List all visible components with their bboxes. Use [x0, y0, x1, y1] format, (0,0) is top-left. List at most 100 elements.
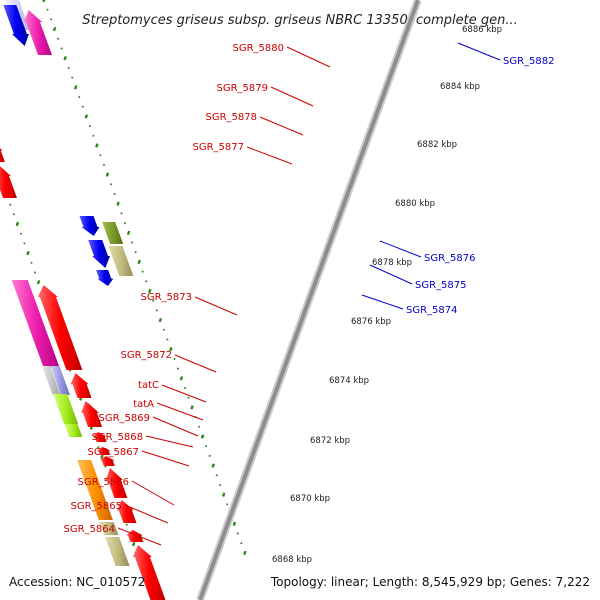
kbp-label: 6872 kbp: [310, 436, 350, 446]
cds-arrow[interactable]: [132, 545, 166, 600]
leader-line: [156, 402, 204, 421]
leader-line: [117, 527, 162, 546]
gene-label[interactable]: SGR_5865: [71, 501, 123, 512]
tick-mark: [243, 550, 247, 556]
leader-line: [246, 146, 293, 165]
cds-arrow[interactable]: [99, 456, 115, 466]
kbp-label: 6884 kbp: [440, 82, 480, 92]
gene-label[interactable]: SGR_5869: [99, 413, 151, 424]
tick-mark: [208, 454, 211, 458]
gene-feature[interactable]: [11, 280, 60, 367]
gene-feature[interactable]: [102, 222, 124, 244]
cds-arrow[interactable]: [96, 447, 111, 455]
leader-line: [379, 240, 422, 258]
tick-mark: [137, 259, 141, 265]
gene-label[interactable]: SGR_5873: [141, 292, 193, 303]
gene-label[interactable]: tatA: [133, 399, 154, 410]
leader-line: [141, 450, 190, 467]
tick-mark: [134, 251, 137, 254]
gene-feature[interactable]: [108, 246, 134, 276]
gene-feature[interactable]: [50, 366, 71, 395]
tick-mark: [221, 492, 226, 497]
tick-mark: [204, 445, 208, 448]
gene-label[interactable]: SGR_5876: [424, 253, 476, 264]
tick-mark: [33, 271, 37, 274]
cds-arrow[interactable]: [24, 10, 52, 55]
tick-mark: [84, 114, 89, 119]
tick-mark: [173, 357, 176, 361]
leader-line: [270, 86, 314, 107]
tick-mark: [179, 376, 184, 381]
cds-arrow[interactable]: [0, 164, 17, 198]
map-title: Streptomyces griseus subsp. griseus NBRC…: [82, 13, 517, 28]
tick-mark: [125, 523, 128, 526]
gene-label[interactable]: SGR_5882: [503, 56, 555, 67]
gene-label[interactable]: SGR_5878: [206, 112, 258, 123]
cds-arrow[interactable]: [37, 285, 83, 370]
gene-features: [0, 0, 166, 600]
gene-label[interactable]: SGR_5867: [88, 447, 140, 458]
gene-feature[interactable]: [53, 394, 79, 424]
tick-mark: [126, 230, 131, 236]
tick-mark: [109, 183, 113, 186]
cds-arrow[interactable]: [0, 141, 5, 162]
cds-arrow[interactable]: [70, 373, 92, 398]
right-gene-labels: SGR_5882 SGR_5876 SGR_5875 SGR_5874: [406, 56, 555, 316]
cds-arrow[interactable]: [92, 432, 107, 442]
leader-line: [369, 264, 413, 285]
tick-mark: [145, 280, 148, 283]
tick-mark: [162, 328, 165, 331]
gene-label[interactable]: SGR_5877: [193, 142, 245, 153]
leader-line: [152, 416, 199, 437]
gene-label[interactable]: tatC: [138, 380, 159, 391]
tick-mark: [36, 279, 41, 285]
tick-mark: [71, 76, 74, 79]
tick-mark: [92, 134, 95, 137]
tick-mark: [232, 521, 237, 527]
tick-mark: [12, 213, 16, 216]
tick-mark: [166, 338, 169, 341]
left-gene-labels: SGR_5880 SGR_5879 SGR_5878 SGR_5877 SGR_…: [64, 43, 285, 535]
tick-mark: [215, 474, 218, 477]
gene-label[interactable]: SGR_5868: [92, 432, 144, 443]
tick-mark: [116, 201, 120, 206]
tick-mark: [63, 55, 67, 61]
leader-line: [174, 354, 217, 373]
gene-label[interactable]: SGR_5879: [217, 83, 269, 94]
gene-feature[interactable]: [64, 424, 83, 437]
genome-backbone: [196, 0, 422, 600]
tick-mark: [67, 66, 70, 70]
kbp-ticks: 6886 kbp 6884 kbp 6882 kbp 6880 kbp 6878…: [272, 25, 502, 565]
cds-arrow[interactable]: [3, 5, 29, 46]
gene-label[interactable]: SGR_5874: [406, 305, 458, 316]
tick-mark: [42, 0, 46, 3]
leader-line: [124, 504, 169, 524]
cds-arrow[interactable]: [88, 240, 110, 268]
gene-feature[interactable]: [99, 522, 119, 535]
gene-feature[interactable]: [77, 460, 113, 520]
tick-mark: [130, 241, 134, 244]
tick-mark: [200, 434, 205, 439]
cds-arrow[interactable]: [79, 216, 100, 236]
tick-mark: [99, 154, 102, 157]
tick-mark: [219, 483, 222, 487]
tick-mark: [113, 192, 116, 196]
gene-label[interactable]: SGR_5872: [121, 350, 173, 361]
gene-label[interactable]: SGR_5875: [415, 280, 467, 291]
gene-label[interactable]: SGR_5864: [64, 524, 116, 535]
cds-arrow[interactable]: [81, 401, 103, 427]
gene-feature[interactable]: [42, 366, 61, 395]
cds-arrow[interactable]: [96, 270, 114, 286]
tick-mark: [73, 85, 78, 90]
tick-mark: [46, 8, 49, 11]
leader-line: [361, 294, 404, 310]
gene-feature[interactable]: [105, 537, 130, 566]
gene-label[interactable]: SGR_5866: [78, 477, 130, 488]
tick-mark: [123, 221, 127, 225]
cds-arrow[interactable]: [105, 468, 128, 498]
gene-label[interactable]: SGR_5880: [233, 43, 285, 54]
tick-mark: [23, 242, 26, 245]
cds-arrow[interactable]: [116, 500, 137, 523]
tick-mark: [176, 367, 180, 370]
